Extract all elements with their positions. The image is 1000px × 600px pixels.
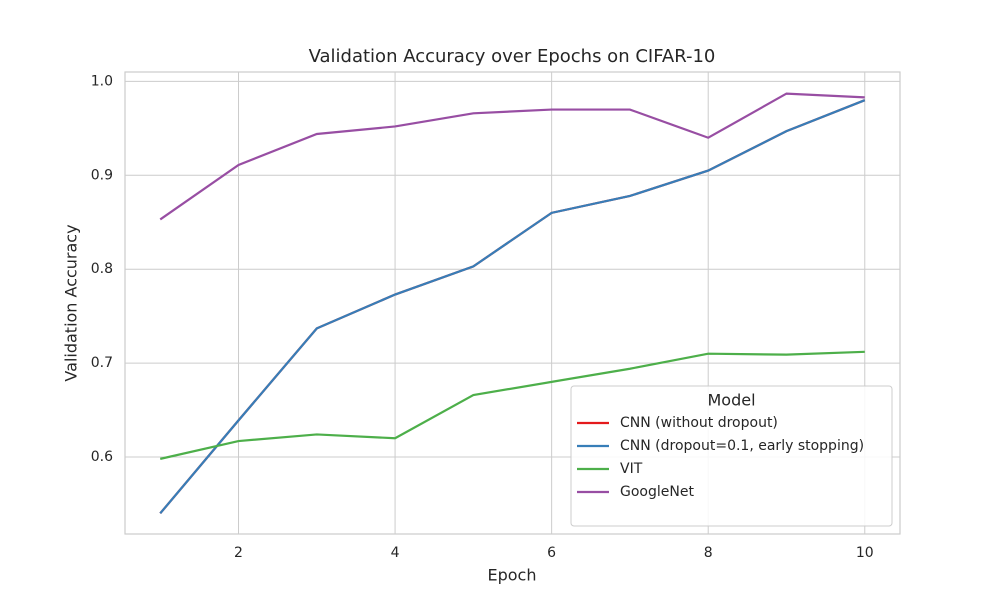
y-tick-label: 0.8 xyxy=(91,261,113,277)
legend-label: CNN (dropout=0.1, early stopping) xyxy=(620,438,864,454)
series-line xyxy=(159,99,866,515)
series-line xyxy=(159,350,865,460)
legend-box xyxy=(570,385,893,527)
y-tick-label: 0.6 xyxy=(91,449,113,465)
x-tick-label: 2 xyxy=(234,545,243,561)
plot-frame xyxy=(124,71,901,535)
series-line xyxy=(159,92,865,221)
legend-title: Model xyxy=(707,391,755,410)
y-tick-label: 0.7 xyxy=(91,355,113,371)
x-tick-label: 4 xyxy=(391,545,400,561)
y-axis-label: Validation Accuracy xyxy=(62,224,81,381)
chart-title: Validation Accuracy over Epochs on CIFAR… xyxy=(309,46,716,67)
y-tick-label: 1.0 xyxy=(91,73,113,89)
x-tick-label: 10 xyxy=(856,545,874,561)
legend: Model CNN (without dropout) CNN (dropout=0… xyxy=(570,385,893,527)
legend-label: CNN (without dropout) xyxy=(620,415,778,431)
x-tick-label: 6 xyxy=(547,545,556,561)
legend-label: VIT xyxy=(620,461,643,477)
legend-label: GoogleNet xyxy=(620,484,694,500)
y-tick-label: 0.9 xyxy=(91,167,113,183)
x-tick-label: 8 xyxy=(704,545,713,561)
x-axis-label: Epoch xyxy=(488,566,537,585)
